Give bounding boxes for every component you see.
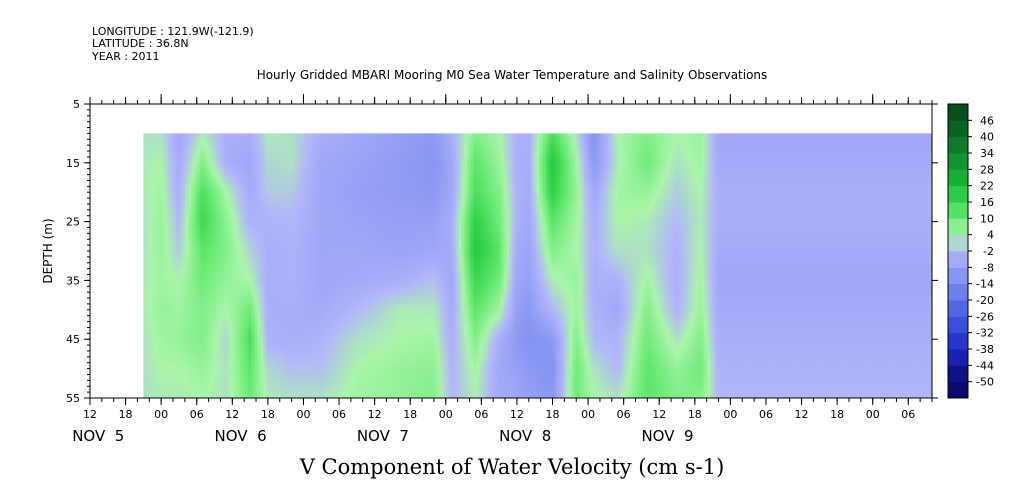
- x-day-label: NOV 7: [357, 427, 409, 445]
- x-tick-label: 06: [474, 408, 488, 421]
- x-tick-label: 00: [154, 408, 168, 421]
- x-tick-label: 12: [510, 408, 524, 421]
- colorbar-label: -32: [976, 327, 994, 340]
- y-axis: 5 15 25 35 45 55: [66, 98, 938, 405]
- x-tick-label: 18: [688, 408, 702, 421]
- colorbar-swatch: [948, 283, 968, 301]
- colorbar-label: 34: [980, 147, 994, 160]
- y-tick-label: 45: [66, 333, 80, 346]
- x-tick-label: 12: [652, 408, 666, 421]
- y-tick-label: 25: [66, 216, 80, 229]
- colorbar-label: 46: [980, 114, 994, 127]
- colorbar-swatch: [948, 267, 968, 285]
- x-tick-label: 18: [119, 408, 133, 421]
- colorbar-swatch: [948, 381, 968, 399]
- y-tick-label: 55: [66, 392, 80, 405]
- y-tick-label: 5: [73, 98, 80, 111]
- x-tick-label: 06: [617, 408, 631, 421]
- colorbar-label: -8: [983, 261, 994, 274]
- x-tick-label: 06: [759, 408, 773, 421]
- colorbar-swatch: [948, 218, 968, 236]
- colorbar-label: -44: [976, 359, 994, 372]
- colorbar-label: 10: [980, 212, 994, 225]
- x-tick-label: 06: [901, 408, 915, 421]
- colorbar-legend: 46 40 34 28 22 16 10 4 -2 -8 -14 -20 -26 -32 -38 -44 -50: [947, 103, 994, 399]
- colorbar-label: 4: [987, 229, 994, 242]
- x-tick-label: 12: [368, 408, 382, 421]
- x-tick-label: 12: [795, 408, 809, 421]
- colorbar-swatch: [948, 251, 968, 268]
- x-day-label: NOV 9: [641, 427, 693, 445]
- y-tick-label: 15: [66, 157, 80, 170]
- x-tick-label: 00: [866, 408, 880, 421]
- x-day-label: NOV 8: [499, 427, 551, 445]
- colorbar-swatch: [948, 234, 968, 252]
- colorbar-swatch: [948, 202, 968, 219]
- colorbar-swatch: [948, 349, 968, 366]
- x-tick-label: 06: [332, 408, 346, 421]
- y-tick-label: 35: [66, 274, 80, 287]
- heatmap-field: [143, 133, 932, 398]
- y-axis-label: DEPTH (m): [41, 218, 55, 283]
- x-tick-label: 18: [830, 408, 844, 421]
- x-tick-label: 06: [190, 408, 204, 421]
- colorbar-label: 22: [980, 180, 994, 193]
- x-day-label: NOV 5: [72, 427, 124, 445]
- x-day-label: NOV 6: [215, 427, 267, 445]
- colorbar-swatch: [948, 153, 968, 170]
- colorbar-swatch: [948, 169, 968, 187]
- colorbar-label: -2: [983, 245, 994, 258]
- x-tick-label: 00: [439, 408, 453, 421]
- x-tick-label: 18: [546, 408, 560, 421]
- x-tick-label: 00: [581, 408, 595, 421]
- colorbar-swatch: [948, 136, 968, 154]
- colorbar-label: -20: [976, 294, 994, 307]
- colorbar-label: -38: [976, 343, 994, 356]
- year-label: YEAR : 2011: [91, 50, 160, 63]
- x-axis-label: V Component of Water Velocity (cm s-1): [299, 455, 725, 479]
- latitude-label: LATITUDE : 36.8N: [92, 37, 189, 50]
- colorbar-swatch: [948, 332, 968, 350]
- colorbar-swatch: [948, 104, 968, 121]
- colorbar-label: 16: [980, 196, 994, 209]
- x-tick-label: 18: [403, 408, 417, 421]
- chart-title: Hourly Gridded MBARI Mooring M0 Sea Wate…: [257, 68, 768, 82]
- colorbar-label: 28: [980, 163, 994, 176]
- colorbar-label: -50: [976, 376, 994, 389]
- colorbar-label: -14: [976, 278, 994, 291]
- x-tick-label: 12: [225, 408, 239, 421]
- colorbar-label: 40: [980, 131, 994, 144]
- x-tick-label: 12: [83, 408, 97, 421]
- colorbar-swatch: [948, 300, 968, 317]
- colorbar-swatch: [948, 120, 968, 138]
- x-tick-label: 00: [296, 408, 310, 421]
- colorbar-swatch: [948, 365, 968, 383]
- colorbar-swatch: [948, 316, 968, 334]
- longitude-label: LONGITUDE : 121.9W(-121.9): [92, 25, 254, 38]
- colorbar-label: -26: [976, 310, 994, 323]
- x-tick-label: 18: [261, 408, 275, 421]
- x-tick-label: 00: [723, 408, 737, 421]
- colorbar-swatch: [948, 185, 968, 203]
- x-axis: 12 18 00 06 12 18 00 06 12 18 00 06 12 18 00 06 12 18 00 06…: [72, 94, 933, 445]
